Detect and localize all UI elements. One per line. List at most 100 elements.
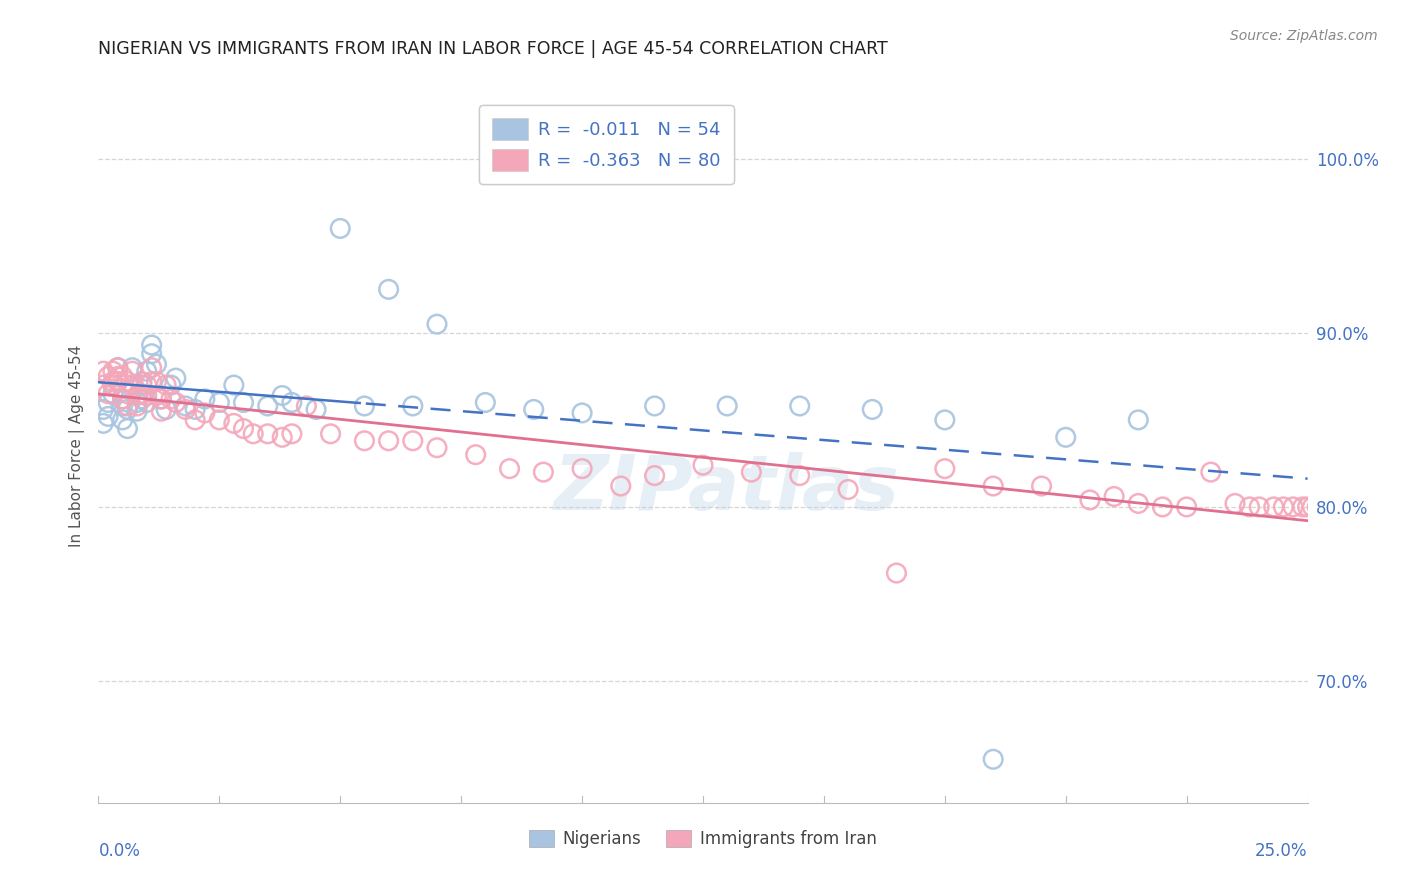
Y-axis label: In Labor Force | Age 45-54: In Labor Force | Age 45-54 <box>69 345 84 547</box>
Point <box>886 566 908 580</box>
Point <box>242 426 264 441</box>
Point <box>121 360 143 375</box>
Point <box>1054 430 1077 444</box>
Point <box>377 434 399 448</box>
Point <box>117 421 139 435</box>
Point <box>571 461 593 475</box>
Point <box>716 399 738 413</box>
Text: Source: ZipAtlas.com: Source: ZipAtlas.com <box>1230 29 1378 43</box>
Text: NIGERIAN VS IMMIGRANTS FROM IRAN IN LABOR FORCE | AGE 45-54 CORRELATION CHART: NIGERIAN VS IMMIGRANTS FROM IRAN IN LABO… <box>98 40 889 58</box>
Point <box>860 402 883 417</box>
Point <box>837 483 859 497</box>
Point <box>101 378 124 392</box>
Point <box>692 458 714 472</box>
Point <box>150 392 173 406</box>
Point <box>184 402 207 417</box>
Point <box>97 386 120 401</box>
Text: 0.0%: 0.0% <box>98 842 141 860</box>
Point <box>135 364 157 378</box>
Point <box>155 378 177 392</box>
Point <box>145 357 167 371</box>
Point <box>131 386 153 401</box>
Point <box>1152 500 1174 514</box>
Point <box>208 413 231 427</box>
Point <box>141 360 163 375</box>
Point <box>117 375 139 389</box>
Point <box>165 371 187 385</box>
Point <box>222 417 245 431</box>
Point <box>97 409 120 424</box>
Point <box>1239 500 1261 514</box>
Point <box>402 434 425 448</box>
Text: ZIPatlas: ZIPatlas <box>554 452 900 525</box>
Point <box>295 399 318 413</box>
Point <box>117 399 139 413</box>
Point <box>1102 490 1125 504</box>
Point <box>232 395 254 409</box>
Point <box>107 369 129 384</box>
Point <box>610 479 633 493</box>
Point <box>981 752 1004 766</box>
Legend: R =  -0.011   N = 54, R =  -0.363   N = 80: R = -0.011 N = 54, R = -0.363 N = 80 <box>479 105 734 184</box>
Point <box>1301 500 1323 514</box>
Point <box>1263 500 1285 514</box>
Point <box>121 382 143 396</box>
Point <box>208 395 231 409</box>
Point <box>97 369 120 384</box>
Point <box>934 413 956 427</box>
Point <box>353 399 375 413</box>
Point <box>1272 500 1295 514</box>
Point <box>174 402 197 417</box>
Point <box>1296 500 1319 514</box>
Point <box>1249 500 1271 514</box>
Point <box>232 421 254 435</box>
Point <box>91 402 114 417</box>
Point <box>101 364 124 378</box>
Point <box>402 399 425 413</box>
Point <box>127 399 149 413</box>
Point <box>91 378 114 392</box>
Point <box>131 392 153 406</box>
Point <box>981 479 1004 493</box>
Point <box>165 395 187 409</box>
Point <box>281 426 304 441</box>
Point <box>111 369 134 384</box>
Point <box>644 399 666 413</box>
Point <box>141 347 163 361</box>
Point <box>111 382 134 396</box>
Point <box>271 430 294 444</box>
Point <box>934 461 956 475</box>
Point <box>256 399 278 413</box>
Point <box>97 395 120 409</box>
Point <box>150 404 173 418</box>
Point <box>474 395 496 409</box>
Point <box>377 282 399 296</box>
Point <box>498 461 520 475</box>
Point <box>426 317 449 331</box>
Point <box>184 413 207 427</box>
Point <box>160 392 183 406</box>
Point <box>1031 479 1053 493</box>
Point <box>101 375 124 389</box>
Point <box>1310 500 1333 514</box>
Point <box>141 338 163 352</box>
Point <box>101 386 124 401</box>
Point <box>789 399 811 413</box>
Point <box>194 406 217 420</box>
Point <box>319 426 342 441</box>
Point <box>194 392 217 406</box>
Point <box>256 426 278 441</box>
Point <box>91 364 114 378</box>
Point <box>1078 492 1101 507</box>
Point <box>111 392 134 406</box>
Point <box>155 402 177 417</box>
Point <box>107 375 129 389</box>
Point <box>174 399 197 413</box>
Point <box>121 378 143 392</box>
Point <box>644 468 666 483</box>
Point <box>1199 465 1222 479</box>
Point <box>91 417 114 431</box>
Point <box>531 465 554 479</box>
Point <box>1175 500 1198 514</box>
Point <box>426 441 449 455</box>
